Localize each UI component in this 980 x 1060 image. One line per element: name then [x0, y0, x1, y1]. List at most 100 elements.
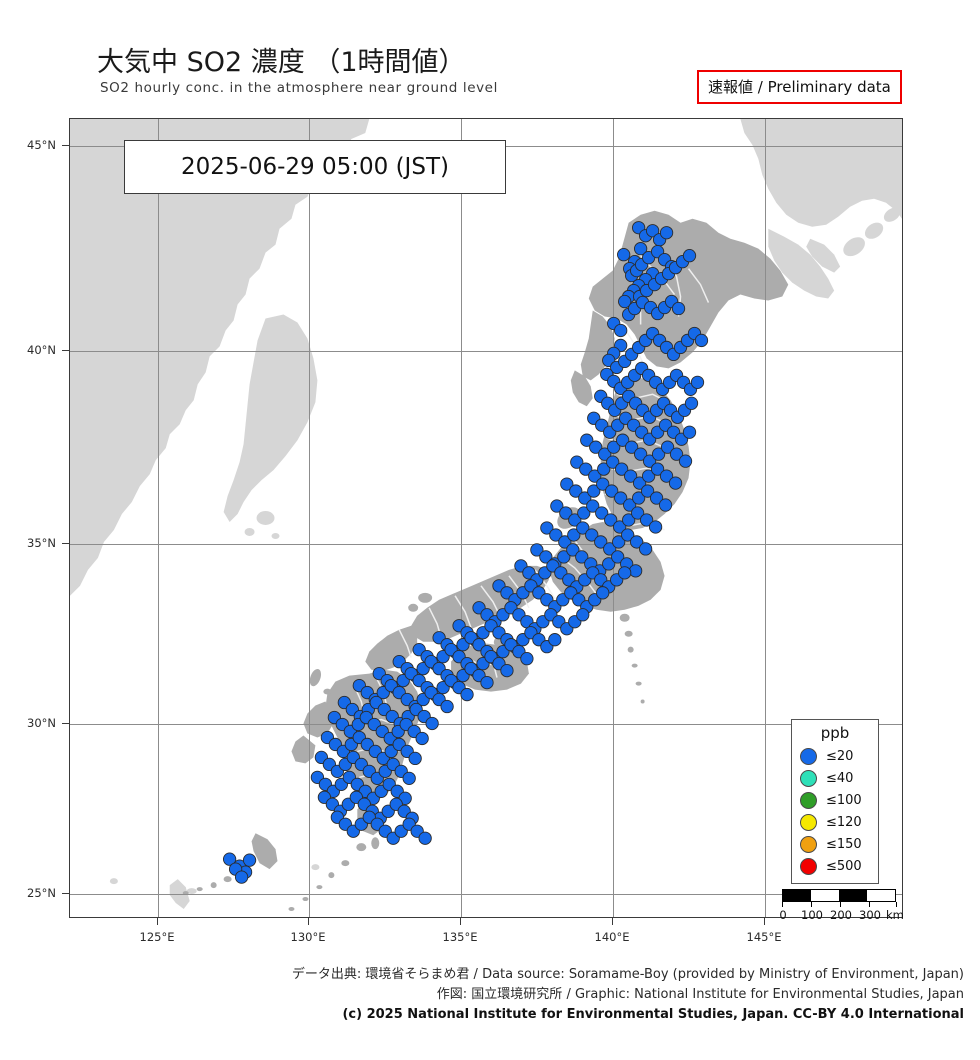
station-marker[interactable]: [603, 542, 617, 556]
station-marker[interactable]: [621, 528, 635, 542]
station-marker[interactable]: [614, 323, 628, 338]
station-marker[interactable]: [559, 506, 573, 520]
station-marker[interactable]: [648, 520, 663, 534]
station-marker[interactable]: [615, 462, 629, 476]
station-markers-layer[interactable]: [70, 119, 902, 917]
station-marker[interactable]: [596, 477, 610, 491]
legend-item[interactable]: ≤500: [792, 855, 878, 877]
station-marker[interactable]: [624, 469, 638, 483]
station-marker[interactable]: [594, 535, 608, 549]
station-marker[interactable]: [402, 771, 416, 785]
station-marker[interactable]: [560, 477, 574, 491]
station-marker[interactable]: [659, 469, 674, 483]
station-marker[interactable]: [639, 513, 654, 527]
station-marker[interactable]: [596, 586, 610, 600]
station-marker[interactable]: [579, 462, 593, 476]
station-marker[interactable]: [520, 652, 534, 666]
station-marker[interactable]: [607, 440, 621, 454]
station-marker[interactable]: [684, 396, 699, 410]
station-marker[interactable]: [500, 663, 514, 678]
station-marker[interactable]: [631, 491, 646, 505]
station-marker[interactable]: [640, 484, 655, 498]
station-marker[interactable]: [602, 557, 616, 571]
station-marker[interactable]: [586, 499, 600, 513]
station-marker[interactable]: [614, 491, 628, 505]
station-marker[interactable]: [616, 433, 630, 447]
station-marker[interactable]: [630, 535, 644, 549]
station-marker[interactable]: [668, 476, 683, 490]
station-marker[interactable]: [568, 513, 582, 527]
legend-item[interactable]: ≤20: [792, 745, 878, 767]
station-marker[interactable]: [613, 520, 627, 534]
station-marker[interactable]: [618, 294, 632, 309]
station-marker[interactable]: [570, 455, 584, 469]
station-marker[interactable]: [567, 528, 581, 542]
station-marker[interactable]: [549, 528, 563, 542]
station-marker[interactable]: [633, 242, 648, 256]
station-marker[interactable]: [678, 454, 693, 468]
station-marker[interactable]: [682, 425, 697, 439]
station-marker[interactable]: [576, 521, 590, 535]
legend-item[interactable]: ≤100: [792, 789, 878, 811]
station-marker[interactable]: [612, 535, 626, 549]
map-plot-area[interactable]: [69, 118, 903, 918]
station-marker[interactable]: [623, 498, 637, 512]
station-marker[interactable]: [649, 491, 664, 505]
station-marker[interactable]: [632, 476, 647, 490]
station-marker[interactable]: [611, 550, 625, 564]
station-marker[interactable]: [629, 564, 643, 578]
station-marker[interactable]: [550, 499, 564, 513]
station-marker[interactable]: [557, 550, 571, 564]
station-marker[interactable]: [659, 226, 674, 240]
station-marker[interactable]: [669, 447, 684, 461]
station-marker[interactable]: [242, 853, 257, 867]
station-marker[interactable]: [645, 224, 660, 238]
station-marker[interactable]: [480, 675, 494, 690]
station-marker[interactable]: [540, 521, 554, 535]
station-marker[interactable]: [580, 433, 594, 447]
station-marker[interactable]: [578, 491, 592, 505]
station-marker[interactable]: [577, 506, 591, 520]
station-marker[interactable]: [222, 852, 237, 866]
station-marker[interactable]: [585, 528, 599, 542]
station-marker[interactable]: [642, 454, 657, 468]
station-marker[interactable]: [569, 484, 583, 498]
station-marker[interactable]: [631, 506, 645, 520]
station-marker[interactable]: [440, 699, 454, 714]
station-marker[interactable]: [575, 550, 589, 564]
station-marker[interactable]: [576, 608, 590, 622]
station-marker[interactable]: [618, 566, 632, 580]
station-marker[interactable]: [539, 550, 553, 564]
legend-item[interactable]: ≤120: [792, 811, 878, 833]
station-marker[interactable]: [548, 633, 562, 647]
station-marker[interactable]: [671, 301, 686, 316]
station-marker[interactable]: [605, 484, 619, 498]
station-marker[interactable]: [606, 455, 620, 469]
station-marker[interactable]: [425, 716, 439, 731]
station-marker[interactable]: [604, 513, 618, 527]
station-marker[interactable]: [234, 870, 249, 884]
station-marker[interactable]: [641, 469, 656, 483]
station-marker[interactable]: [587, 484, 601, 498]
station-marker[interactable]: [588, 469, 602, 483]
legend-item[interactable]: ≤40: [792, 767, 878, 789]
station-marker[interactable]: [638, 542, 653, 556]
station-marker[interactable]: [598, 447, 612, 461]
station-marker[interactable]: [682, 249, 697, 263]
station-marker[interactable]: [408, 751, 422, 766]
station-marker[interactable]: [530, 543, 544, 557]
station-marker[interactable]: [694, 333, 709, 348]
station-marker[interactable]: [595, 506, 609, 520]
station-marker[interactable]: [415, 731, 429, 746]
station-marker[interactable]: [660, 440, 675, 454]
station-marker[interactable]: [566, 543, 580, 557]
station-marker[interactable]: [597, 462, 611, 476]
station-marker[interactable]: [633, 447, 648, 461]
legend-item[interactable]: ≤150: [792, 833, 878, 855]
station-marker[interactable]: [558, 535, 572, 549]
station-marker[interactable]: [625, 440, 639, 454]
station-marker[interactable]: [658, 498, 673, 512]
station-marker[interactable]: [418, 831, 432, 845]
station-marker[interactable]: [650, 462, 665, 476]
station-marker[interactable]: [460, 687, 474, 702]
